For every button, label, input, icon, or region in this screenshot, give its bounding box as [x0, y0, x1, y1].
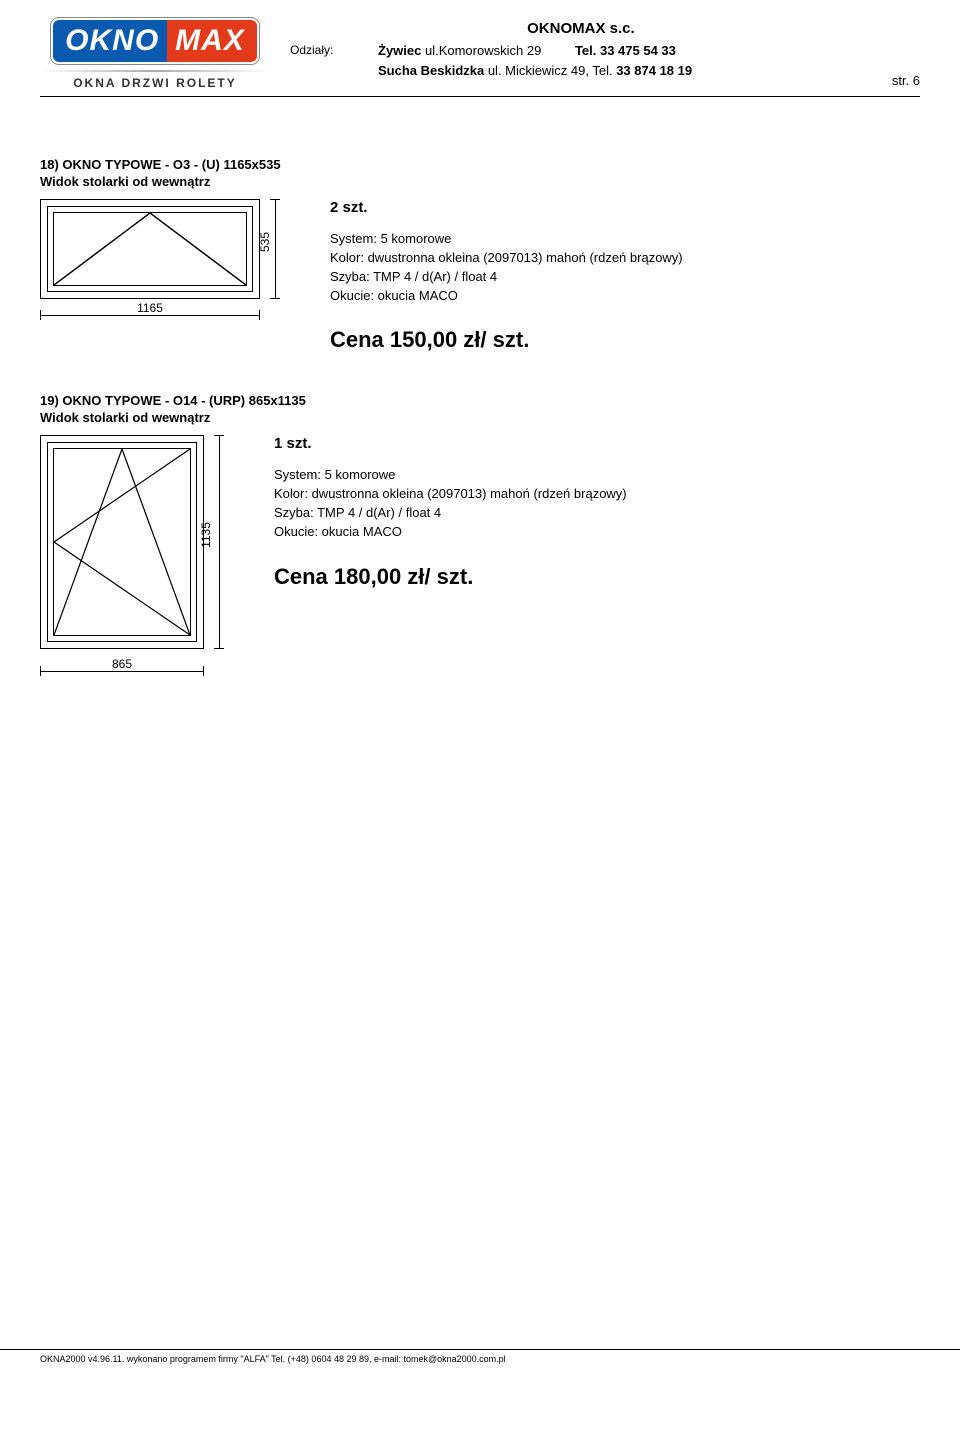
item18-hmark: 1165 — [40, 303, 260, 327]
item18-title: 18) OKNO TYPOWE - O3 - (U) 1165x535 — [40, 157, 920, 172]
item19-price: Cena 180,00 zł/ szt. — [274, 564, 920, 590]
window-icon — [54, 449, 190, 635]
header: OKNO MAX OKNA DRZWI ROLETY OKNOMAX s.c. … — [40, 18, 920, 97]
item18-row: 535 1165 2 szt. System: 5 komorowe Kolor… — [40, 199, 920, 353]
item18-info: 2 szt. System: 5 komorowe Kolor: dwustro… — [330, 199, 920, 353]
page: OKNO MAX OKNA DRZWI ROLETY OKNOMAX s.c. … — [0, 0, 960, 1380]
item19-height: 1135 — [199, 522, 213, 548]
page-number: str. 6 — [892, 73, 920, 90]
logo-right: MAX — [167, 20, 257, 62]
item-18: 18) OKNO TYPOWE - O3 - (U) 1165x535 Wido… — [40, 157, 920, 353]
branch1-tel: Tel. 33 475 54 33 — [575, 43, 676, 58]
item19-spec4: Okucie: okucia MACO — [274, 523, 920, 542]
item19-diagram-col: 1135 865 — [40, 435, 234, 683]
logo-block: OKNO MAX OKNA DRZWI ROLETY — [40, 18, 270, 90]
item19-spec2: Kolor: dwustronna okleina (2097013) maho… — [274, 485, 920, 504]
item18-window-glass — [53, 212, 247, 286]
item19-title: 19) OKNO TYPOWE - O14 - (URP) 865x1135 — [40, 393, 920, 408]
item19-window-glass — [53, 448, 191, 636]
item18-window-inner — [47, 206, 253, 292]
footer: OKNA2000 v4.96.11. wykonano programem fi… — [40, 1354, 506, 1364]
item19-qty: 1 szt. — [274, 435, 920, 452]
item18-spec1: System: 5 komorowe — [330, 230, 920, 249]
branch1-tel-label: Tel. — [575, 43, 600, 58]
item18-spec2: Kolor: dwustronna okleina (2097013) maho… — [330, 249, 920, 268]
branch2-city: Sucha Beskidzka — [378, 63, 484, 78]
logo-divider — [40, 70, 270, 72]
logo-left: OKNO — [53, 20, 167, 62]
branch2-addr: ul. Mickiewicz 49, — [484, 63, 592, 78]
branches-label: Odziały: — [290, 41, 370, 57]
item19-row: 1135 865 1 szt. System: 5 komorowe Kolor… — [40, 435, 920, 683]
item18-window — [40, 199, 260, 299]
item19-info: 1 szt. System: 5 komorowe Kolor: dwustro… — [274, 435, 920, 589]
item-19: 19) OKNO TYPOWE - O14 - (URP) 865x1135 W… — [40, 393, 920, 683]
item18-subtitle: Widok stolarki od wewnątrz — [40, 174, 920, 189]
item18-qty: 2 szt. — [330, 199, 920, 216]
company-name: OKNOMAX s.c. — [290, 20, 872, 37]
branches: Odziały: Żywiec ul.Komorowskich 29 Tel. … — [290, 41, 872, 80]
item18-width: 1165 — [133, 301, 167, 315]
item19-window-inner — [47, 442, 197, 642]
item18-price: Cena 150,00 zł/ szt. — [330, 327, 920, 353]
item19-width: 865 — [108, 657, 136, 671]
item19-subtitle: Widok stolarki od wewnątrz — [40, 410, 920, 425]
branch-line-1: Żywiec ul.Komorowskich 29 Tel. 33 475 54… — [378, 41, 692, 61]
item19-spec1: System: 5 komorowe — [274, 466, 920, 485]
branch-line-2: Sucha Beskidzka ul. Mickiewicz 49, Tel. … — [378, 61, 692, 81]
item18-spec4: Okucie: okucia MACO — [330, 287, 920, 306]
item19-vmark: 1135 — [204, 435, 234, 649]
branch1-city: Żywiec — [378, 43, 421, 58]
branch2-tel-label: Tel. — [592, 63, 616, 78]
logo-tagline: OKNA DRZWI ROLETY — [73, 76, 237, 90]
branch1-tel-num: 33 475 54 33 — [600, 43, 676, 58]
item18-diagram-col: 535 1165 — [40, 199, 290, 327]
item18-diagram-wrap: 535 — [40, 199, 290, 299]
item19-window — [40, 435, 204, 649]
window-icon — [54, 213, 246, 285]
footer-rule — [0, 1349, 960, 1350]
item19-hmark: 865 — [40, 659, 204, 683]
branch1-addr: ul.Komorowskich 29 — [421, 43, 541, 58]
item19-spec3: Szyba: TMP 4 / d(Ar) / float 4 — [274, 504, 920, 523]
item18-spec3: Szyba: TMP 4 / d(Ar) / float 4 — [330, 268, 920, 287]
item18-vmark: 535 — [260, 199, 290, 299]
item18-height: 535 — [258, 232, 272, 252]
item19-diagram-wrap: 1135 — [40, 435, 234, 649]
branches-list: Żywiec ul.Komorowskich 29 Tel. 33 475 54… — [378, 41, 692, 80]
header-center: OKNOMAX s.c. Odziały: Żywiec ul.Komorows… — [290, 18, 872, 80]
branch2-tel: 33 874 18 19 — [616, 63, 692, 78]
logo: OKNO MAX — [51, 18, 259, 64]
